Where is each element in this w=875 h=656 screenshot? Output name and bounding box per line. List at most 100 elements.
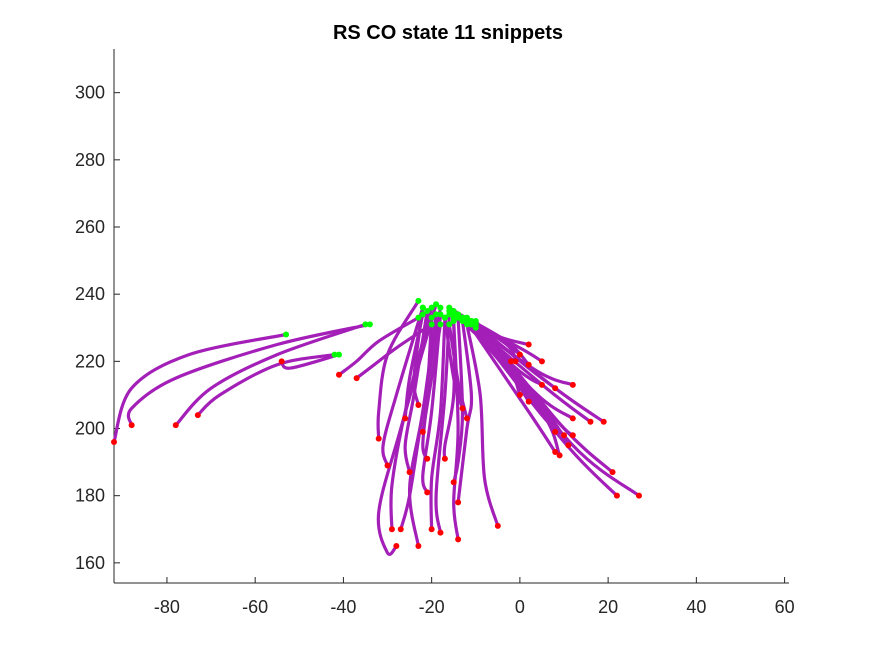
end-point-marker <box>437 529 444 536</box>
x-tick-label: 20 <box>598 597 618 617</box>
end-point-marker <box>402 415 409 422</box>
start-point-marker <box>424 307 431 314</box>
y-axis-ticks: 160 180 200 220 240 260 280 300 <box>75 83 120 573</box>
end-point-marker <box>353 375 360 382</box>
end-point-marker <box>406 469 413 476</box>
start-point-marker <box>428 314 435 321</box>
x-tick-label: 40 <box>686 597 706 617</box>
start-point-marker <box>468 321 475 328</box>
start-point-marker <box>428 321 435 328</box>
end-point-marker <box>194 412 201 419</box>
start-point-marker <box>463 318 470 325</box>
end-point-marker <box>388 526 395 533</box>
start-point-marker <box>446 307 453 314</box>
trajectory-line <box>443 316 465 410</box>
end-point-marker <box>636 492 642 499</box>
start-point-marker <box>415 297 422 304</box>
end-point-marker <box>397 526 404 533</box>
end-point-marker <box>525 341 532 348</box>
start-point-marker <box>455 311 462 318</box>
trajectory-line <box>421 322 443 434</box>
end-point-marker <box>415 402 422 408</box>
trajectory-line <box>126 322 372 427</box>
end-point-marker <box>508 358 515 365</box>
end-point-marker <box>384 462 391 469</box>
start-point-marker <box>450 318 457 325</box>
x-tick-label: -40 <box>330 597 356 617</box>
trajectory-line <box>381 306 425 468</box>
end-point-marker <box>428 526 435 533</box>
end-point-marker <box>552 449 559 456</box>
y-tick-label: 180 <box>75 486 105 506</box>
end-point-marker <box>516 391 523 398</box>
start-point-marker <box>283 331 290 338</box>
end-point-marker <box>516 351 523 358</box>
end-point-marker <box>565 442 572 449</box>
end-point-marker <box>512 358 519 365</box>
start-point-marker <box>419 304 426 311</box>
end-point-marker <box>569 432 576 439</box>
end-point-marker <box>609 469 616 476</box>
end-point-marker <box>419 428 426 435</box>
trajectory-line <box>456 319 474 504</box>
start-point-marker <box>446 321 453 328</box>
x-tick-label: -80 <box>154 597 180 617</box>
trajectory-line <box>474 322 641 498</box>
start-point-marker <box>450 311 457 318</box>
y-tick-label: 280 <box>75 150 105 170</box>
end-point-marker <box>393 543 400 550</box>
start-point-marker <box>428 304 435 311</box>
end-point-marker <box>569 381 576 388</box>
end-point-marker <box>525 398 532 405</box>
y-tick-label: 200 <box>75 419 105 439</box>
x-tick-label: 0 <box>515 597 525 617</box>
trajectory-line <box>112 332 288 444</box>
trajectory-line <box>403 309 429 474</box>
end-point-marker <box>128 422 135 429</box>
start-point-marker <box>336 351 342 358</box>
y-tick-label: 160 <box>75 553 105 573</box>
end-point-marker <box>441 455 448 462</box>
end-point-marker <box>455 536 462 543</box>
end-point-marker <box>552 385 559 392</box>
trajectories <box>112 299 641 556</box>
trajectory-line <box>196 353 337 417</box>
start-point-marker <box>419 311 426 318</box>
start-point-marker <box>441 314 448 321</box>
x-tick-label: 60 <box>775 597 795 617</box>
end-point-marker <box>278 358 285 365</box>
trajectory-line <box>447 322 469 420</box>
start-markers <box>283 297 479 358</box>
trajectory-line <box>412 306 425 407</box>
start-point-marker <box>415 314 422 321</box>
start-point-marker <box>362 321 369 328</box>
axes <box>113 49 789 584</box>
trajectory-line <box>452 316 465 484</box>
trajectory-line <box>434 312 451 535</box>
x-tick-label: -60 <box>242 597 268 617</box>
trajectory-line <box>465 322 500 528</box>
end-point-marker <box>455 499 462 506</box>
end-point-marker <box>424 455 431 462</box>
end-point-marker <box>463 415 470 422</box>
end-point-marker <box>450 479 457 486</box>
start-point-marker <box>437 321 444 328</box>
end-point-marker <box>375 435 382 442</box>
trajectory-line <box>474 322 615 474</box>
trajectory-line <box>429 316 447 531</box>
x-axis-ticks: -80 -60 -40 -20 0 20 40 60 <box>154 577 795 617</box>
trajectory-line <box>174 322 368 427</box>
chart-title: RS CO state 11 snippets <box>333 22 563 44</box>
start-point-marker <box>433 301 440 308</box>
start-point-marker <box>437 311 444 318</box>
end-point-marker <box>172 422 179 429</box>
start-point-marker <box>331 351 338 358</box>
y-tick-label: 220 <box>75 351 105 371</box>
end-point-marker <box>336 371 342 378</box>
y-tick-label: 240 <box>75 284 105 304</box>
end-point-marker <box>525 361 532 368</box>
trajectory-line <box>474 319 575 437</box>
y-tick-label: 300 <box>75 83 105 103</box>
